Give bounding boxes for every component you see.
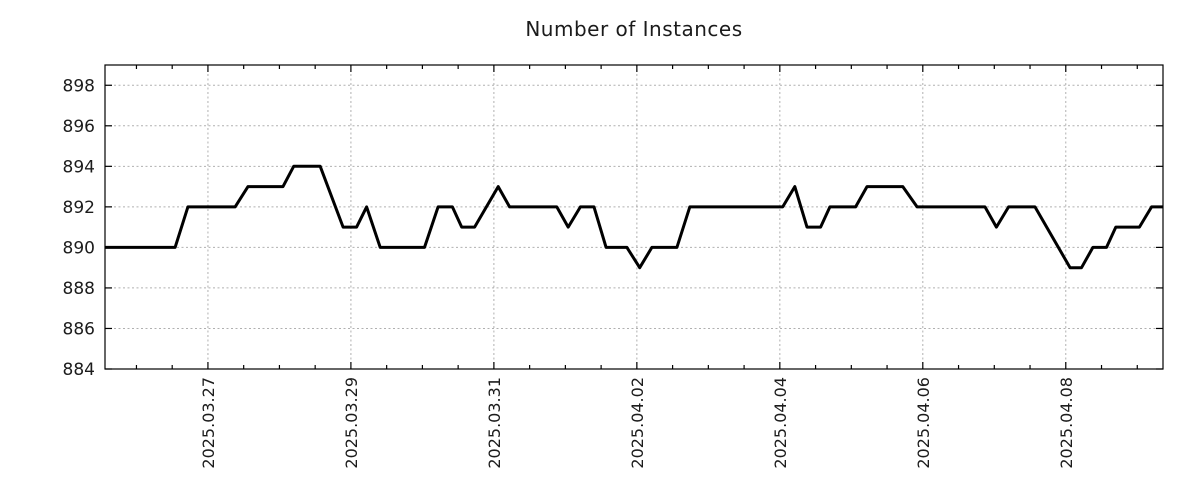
x-tick-label: 2025.04.04 bbox=[771, 377, 790, 469]
series-line bbox=[105, 164, 1163, 270]
y-tick-label: 884 bbox=[63, 360, 95, 380]
y-tick-label: 892 bbox=[63, 198, 95, 218]
x-tick-label: 2025.04.08 bbox=[1057, 377, 1076, 469]
y-tick-label: 896 bbox=[63, 117, 95, 137]
x-tick-label: 2025.03.27 bbox=[199, 377, 218, 469]
y-tick-label: 894 bbox=[63, 157, 95, 177]
y-tick-label: 898 bbox=[63, 76, 95, 96]
x-tick-label: 2025.03.29 bbox=[342, 377, 361, 469]
y-tick-label: 888 bbox=[63, 279, 95, 299]
y-tick-label: 890 bbox=[63, 238, 95, 258]
x-tick-label: 2025.04.02 bbox=[628, 377, 647, 469]
plot-border bbox=[104, 64, 1164, 370]
x-tick-label: 2025.04.06 bbox=[914, 377, 933, 469]
chart-title: Number of Instances bbox=[525, 17, 743, 41]
x-tick-label: 2025.03.31 bbox=[485, 377, 504, 469]
y-tick-label: 886 bbox=[63, 319, 95, 339]
